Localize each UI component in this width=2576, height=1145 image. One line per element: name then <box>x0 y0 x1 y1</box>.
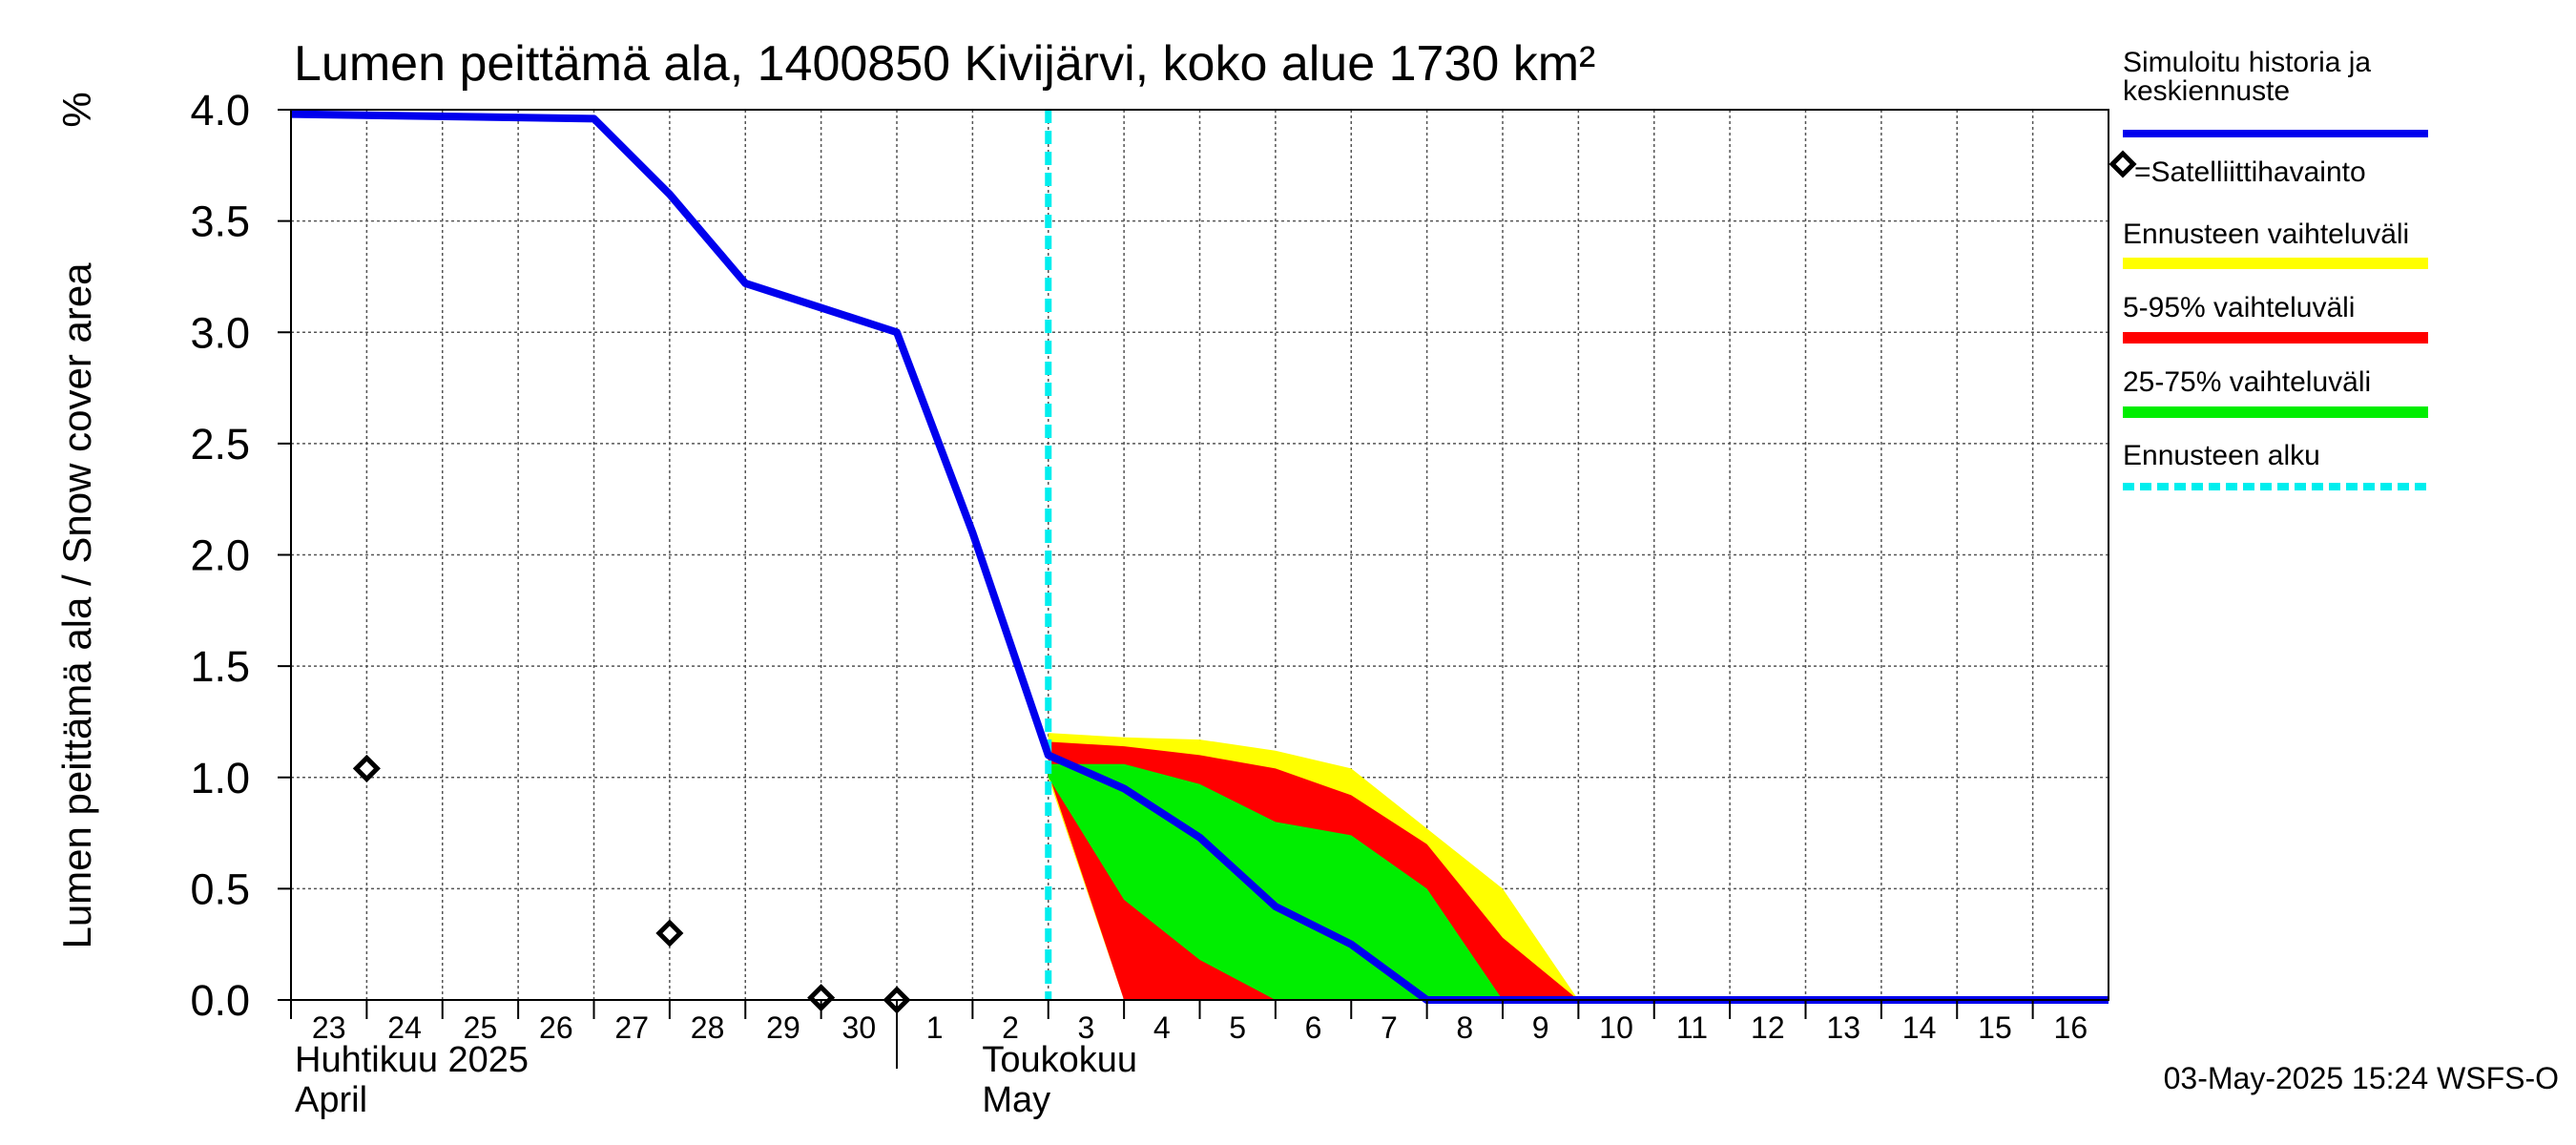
x-tick-label: 4 <box>1153 1010 1171 1045</box>
month-label-fi: Huhtikuu 2025 <box>295 1040 529 1080</box>
history-line <box>290 110 2109 1004</box>
y-tick-label: 1.5 <box>190 642 250 691</box>
x-tick-label: 30 <box>842 1010 877 1045</box>
x-tick-label: 6 <box>1305 1010 1322 1045</box>
x-tick-label: 25 <box>464 1010 498 1045</box>
x-tick-label: 5 <box>1229 1010 1246 1045</box>
y-tick-label: 3.5 <box>190 198 250 246</box>
x-tick-label: 26 <box>539 1010 573 1045</box>
y-tick-label: 0.0 <box>190 976 250 1025</box>
legend-label-history: keskiennuste <box>2123 75 2290 107</box>
legend-label-range_5_95: 5-95% vaihteluväli <box>2123 292 2355 323</box>
observation-point <box>655 919 684 947</box>
legend-marker-observation <box>2109 150 2137 178</box>
x-tick-label: 3 <box>1078 1010 1095 1045</box>
month-label-en: April <box>295 1080 367 1120</box>
plot-frame <box>278 109 2109 1019</box>
y-tick-label: 0.5 <box>190 864 250 913</box>
band-25-75 <box>1048 763 1503 1000</box>
history-series-group <box>290 110 2109 1004</box>
x-tick-label: 14 <box>1902 1010 1937 1045</box>
x-tick-label: 23 <box>312 1010 346 1045</box>
observation-point <box>352 754 381 782</box>
x-tick-label: 2 <box>1002 1010 1019 1045</box>
x-tick-label: 28 <box>691 1010 725 1045</box>
month-label-fi: Toukokuu <box>982 1040 1137 1080</box>
x-tick-labels: 23 24 25 26 27 28 29 30 1 2 3 4 5 6 7 8 9 10 11 12 13 14 15 16 <box>312 1010 2088 1045</box>
observation-markers <box>352 754 911 1014</box>
x-tick-label: 10 <box>1599 1010 1633 1045</box>
x-tick-label: 13 <box>1826 1010 1860 1045</box>
y-tick-labels: 0.0 0.5 1.0 1.5 2.0 2.5 3.0 3.5 4.0 <box>190 86 250 1025</box>
x-tick-label: 7 <box>1381 1010 1398 1045</box>
x-tick-label: 9 <box>1532 1010 1549 1045</box>
footer-timestamp: 03-May-2025 15:24 WSFS-O <box>2164 1061 2559 1095</box>
legend-label-range_25_75: 25-75% vaihteluväli <box>2123 366 2371 398</box>
y-tick-label: 3.0 <box>190 308 250 357</box>
x-tick-label: 8 <box>1456 1010 1473 1045</box>
x-tick-label: 11 <box>1676 1010 1708 1045</box>
x-tick-label: 29 <box>766 1010 800 1045</box>
y-axis-label: Lumen peittämä ala / Snow cover area <box>54 262 99 949</box>
y-tick-label: 4.0 <box>190 86 250 135</box>
x-tick-label: 16 <box>2054 1010 2088 1045</box>
forecast-bands <box>1048 733 1579 1000</box>
legend-label-history: Simuloitu historia ja <box>2123 47 2371 78</box>
x-tick-label: 12 <box>1751 1010 1785 1045</box>
month-label-en: May <box>982 1080 1050 1120</box>
x-tick-label: 24 <box>387 1010 422 1045</box>
x-tick-label: 15 <box>1978 1010 2012 1045</box>
x-tick-label: 27 <box>614 1010 649 1045</box>
y-axis-unit: % <box>54 92 99 127</box>
legend-label-range_full: Ennusteen vaihteluväli <box>2123 219 2409 250</box>
y-tick-label: 1.0 <box>190 754 250 802</box>
y-tick-label: 2.5 <box>190 420 250 468</box>
x-tick-label: 1 <box>926 1010 944 1045</box>
legend-label-observation: =Satelliittihavainto <box>2134 156 2366 188</box>
chart-title: Lumen peittämä ala, 1400850 Kivijärvi, k… <box>294 36 1595 92</box>
legend-label-forecast_start: Ennusteen alku <box>2123 440 2320 471</box>
y-tick-label: 2.0 <box>190 531 250 580</box>
